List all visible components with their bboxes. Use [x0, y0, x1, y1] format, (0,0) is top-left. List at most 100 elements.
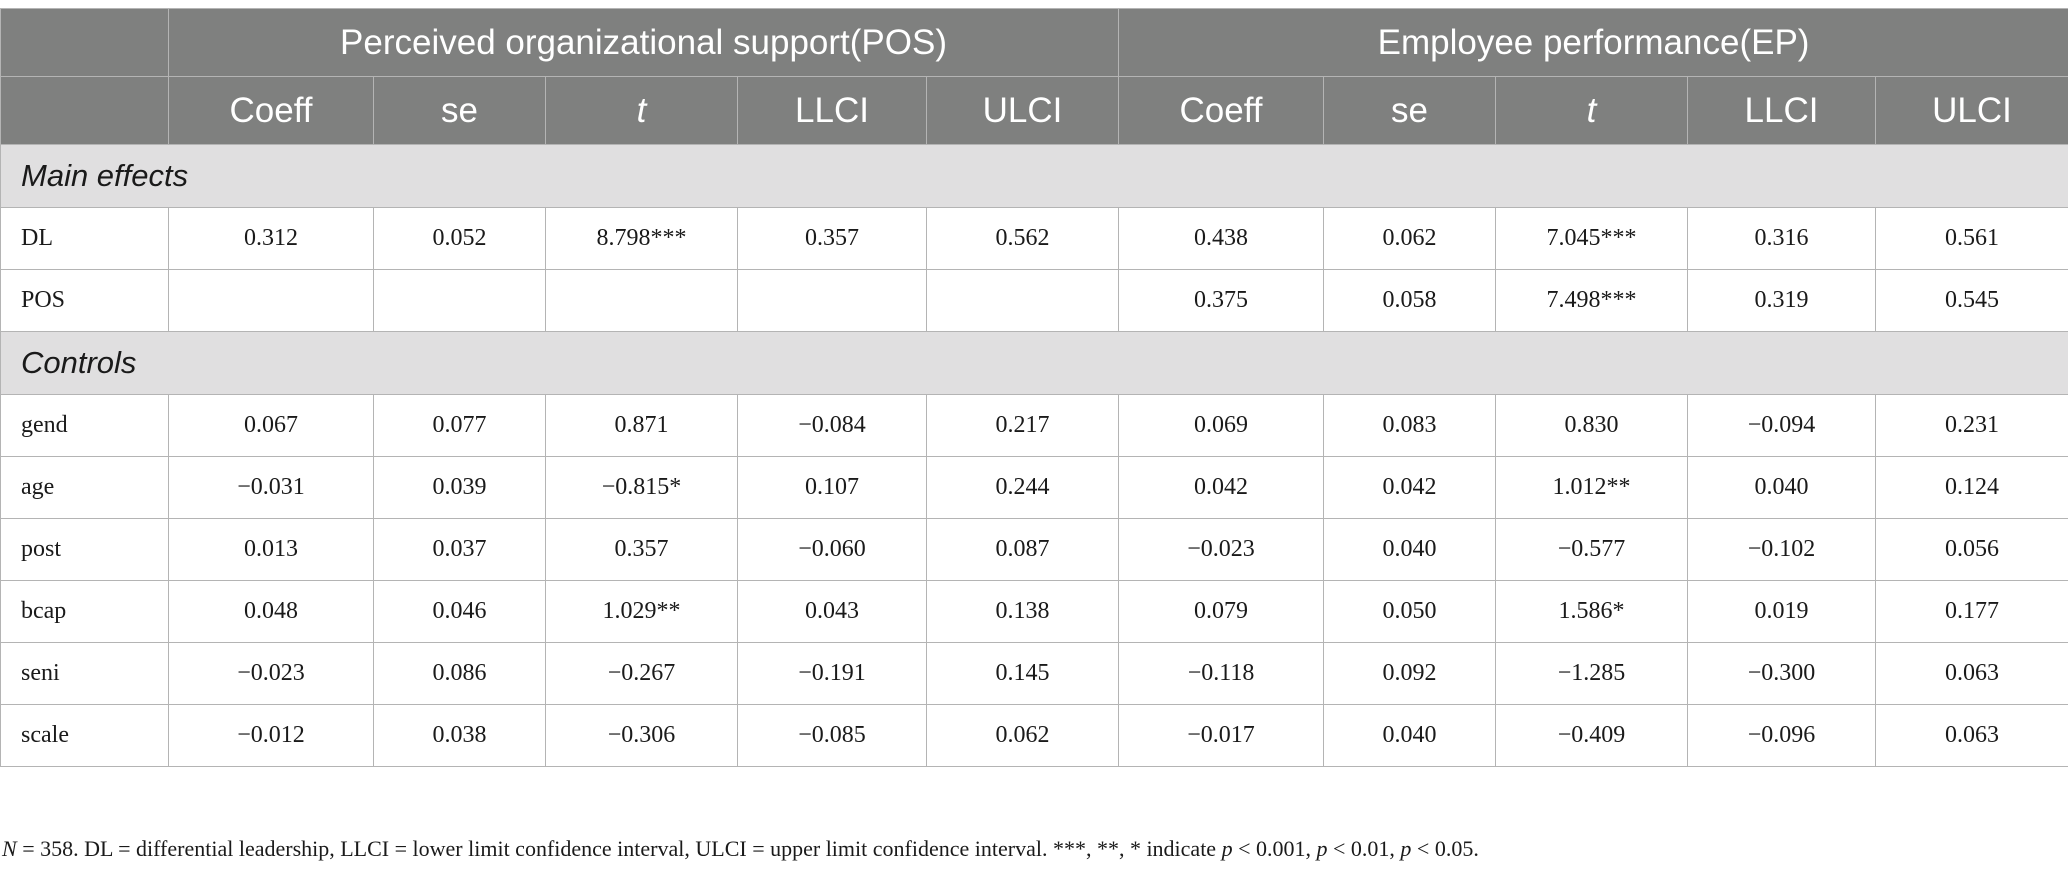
table-cell: 0.138: [925, 580, 1120, 643]
table-row: age −0.031 0.039 −0.815* 0.107 0.244 0.042 0.04…: [0, 456, 2068, 519]
table-cell: 0.092: [1323, 642, 1497, 705]
table-cell: 0.050: [1323, 580, 1497, 643]
table-cell: −0.102: [1687, 518, 1877, 581]
table-cell: −0.118: [1118, 642, 1325, 705]
table-cell: 0.086: [373, 642, 546, 705]
table-cell: 0.063: [1875, 642, 2068, 705]
table-cell: 0.042: [1323, 456, 1497, 519]
table-cell: −0.031: [168, 456, 374, 519]
table-cell: 0.062: [1323, 207, 1497, 270]
corner-cell: [0, 76, 169, 145]
footnote-p1: < 0.001,: [1232, 836, 1317, 861]
table-cell: 0.319: [1687, 269, 1877, 332]
table-cell: 0.545: [1875, 269, 2068, 332]
table-cell: 0.037: [373, 518, 546, 581]
table-cell: −0.023: [168, 642, 374, 705]
column-header-row: Coeff se t LLCI ULCI Coeff se t LLCI ULC…: [0, 76, 2068, 145]
table-cell: 0.042: [1118, 456, 1325, 519]
table-cell: 0.038: [373, 704, 546, 767]
table-footnote: N = 358. DL = differential leadership, L…: [2, 836, 1479, 862]
group-header-pos: Perceived organizational support(POS): [167, 8, 1120, 77]
row-label: post: [0, 518, 169, 581]
column-header: Coeff: [1118, 76, 1325, 145]
section-header-row: Main effects: [0, 144, 2068, 208]
table-cell: −0.815*: [545, 456, 738, 519]
column-header: ULCI: [925, 76, 1120, 145]
table-cell: 0.357: [545, 518, 738, 581]
table-cell: 1.029**: [545, 580, 738, 643]
table-cell: 0.058: [1323, 269, 1497, 332]
table-cell: −0.306: [545, 704, 738, 767]
column-header: se: [373, 76, 546, 145]
table-row: seni −0.023 0.086 −0.267 −0.191 0.145 −0.118 0.…: [0, 642, 2068, 705]
table-cell: −0.094: [1687, 394, 1877, 457]
table-cell: 0.830: [1495, 394, 1689, 457]
table-cell: 0.069: [1118, 394, 1325, 457]
table-cell: 0.083: [1323, 394, 1497, 457]
column-header: LLCI: [1687, 76, 1877, 145]
column-header: t: [1495, 76, 1689, 145]
table-body: Main effects DL 0.312 0.052 8.798*** 0.357 0.5…: [0, 144, 2068, 767]
table-cell: −0.085: [737, 704, 927, 767]
table-cell: 0.043: [737, 580, 927, 643]
group-header-ep: Employee performance(EP): [1118, 8, 2068, 77]
table-cell: −1.285: [1495, 642, 1689, 705]
table-cell: 0.871: [545, 394, 738, 457]
row-label: gend: [0, 394, 169, 457]
table-cell: −0.191: [737, 642, 927, 705]
table-cell: −0.267: [545, 642, 738, 705]
footnote-p2: < 0.01,: [1327, 836, 1401, 861]
table-cell: 0.013: [168, 518, 374, 581]
table-cell: 1.586*: [1495, 580, 1689, 643]
table-cell: [168, 269, 374, 332]
row-label: bcap: [0, 580, 169, 643]
table-cell: 7.498***: [1495, 269, 1689, 332]
table-cell: 7.045***: [1495, 207, 1689, 270]
table-cell: −0.023: [1118, 518, 1325, 581]
footnote-p3: < 0.05.: [1411, 836, 1479, 861]
table-cell: 8.798***: [545, 207, 738, 270]
table-cell: 0.062: [925, 704, 1120, 767]
table-row: DL 0.312 0.052 8.798*** 0.357 0.562 0.438 0.062…: [0, 207, 2068, 270]
table-cell: 0.046: [373, 580, 546, 643]
column-header: ULCI: [1875, 76, 2068, 145]
footnote-n-symbol: N: [2, 836, 17, 861]
column-header: se: [1323, 76, 1497, 145]
row-label: seni: [0, 642, 169, 705]
table-cell: 0.177: [1875, 580, 2068, 643]
table-cell: 0.231: [1875, 394, 2068, 457]
row-label: age: [0, 456, 169, 519]
results-table-container: Perceived organizational support(POS) Em…: [0, 8, 2068, 767]
group-header-row: Perceived organizational support(POS) Em…: [0, 8, 2068, 77]
table-row: post 0.013 0.037 0.357 −0.060 0.087 −0.023 0.04…: [0, 518, 2068, 581]
table-cell: 0.052: [373, 207, 546, 270]
table-cell: −0.017: [1118, 704, 1325, 767]
table-cell: 0.063: [1875, 704, 2068, 767]
table-cell: 0.056: [1875, 518, 2068, 581]
table-cell: 0.067: [168, 394, 374, 457]
table-cell: [545, 269, 738, 332]
table-cell: 0.019: [1687, 580, 1877, 643]
table-cell: 0.217: [925, 394, 1120, 457]
column-header: LLCI: [737, 76, 927, 145]
table-cell: 0.244: [925, 456, 1120, 519]
column-header: t: [545, 76, 738, 145]
table-cell: 0.079: [1118, 580, 1325, 643]
table-cell: −0.409: [1495, 704, 1689, 767]
table-row: gend 0.067 0.077 0.871 −0.084 0.217 0.069 0.083…: [0, 394, 2068, 457]
footnote-text: = 358. DL = differential leadership, LLC…: [16, 836, 1222, 861]
table-cell: [737, 269, 927, 332]
section-title: Controls: [0, 331, 2068, 395]
table-row: POS 0.375 0.058 7.498*** 0.319 0.545: [0, 269, 2068, 332]
table-cell: 0.562: [925, 207, 1120, 270]
table-cell: 0.048: [168, 580, 374, 643]
table-cell: 0.438: [1118, 207, 1325, 270]
table-cell: −0.084: [737, 394, 927, 457]
footnote-p-symbol: p: [1400, 836, 1412, 861]
table-cell: 0.145: [925, 642, 1120, 705]
footnote-p-symbol: p: [1221, 836, 1233, 861]
table-cell: −0.577: [1495, 518, 1689, 581]
table-row: bcap 0.048 0.046 1.029** 0.043 0.138 0.079 0.05…: [0, 580, 2068, 643]
table-cell: 0.124: [1875, 456, 2068, 519]
table-cell: [373, 269, 546, 332]
